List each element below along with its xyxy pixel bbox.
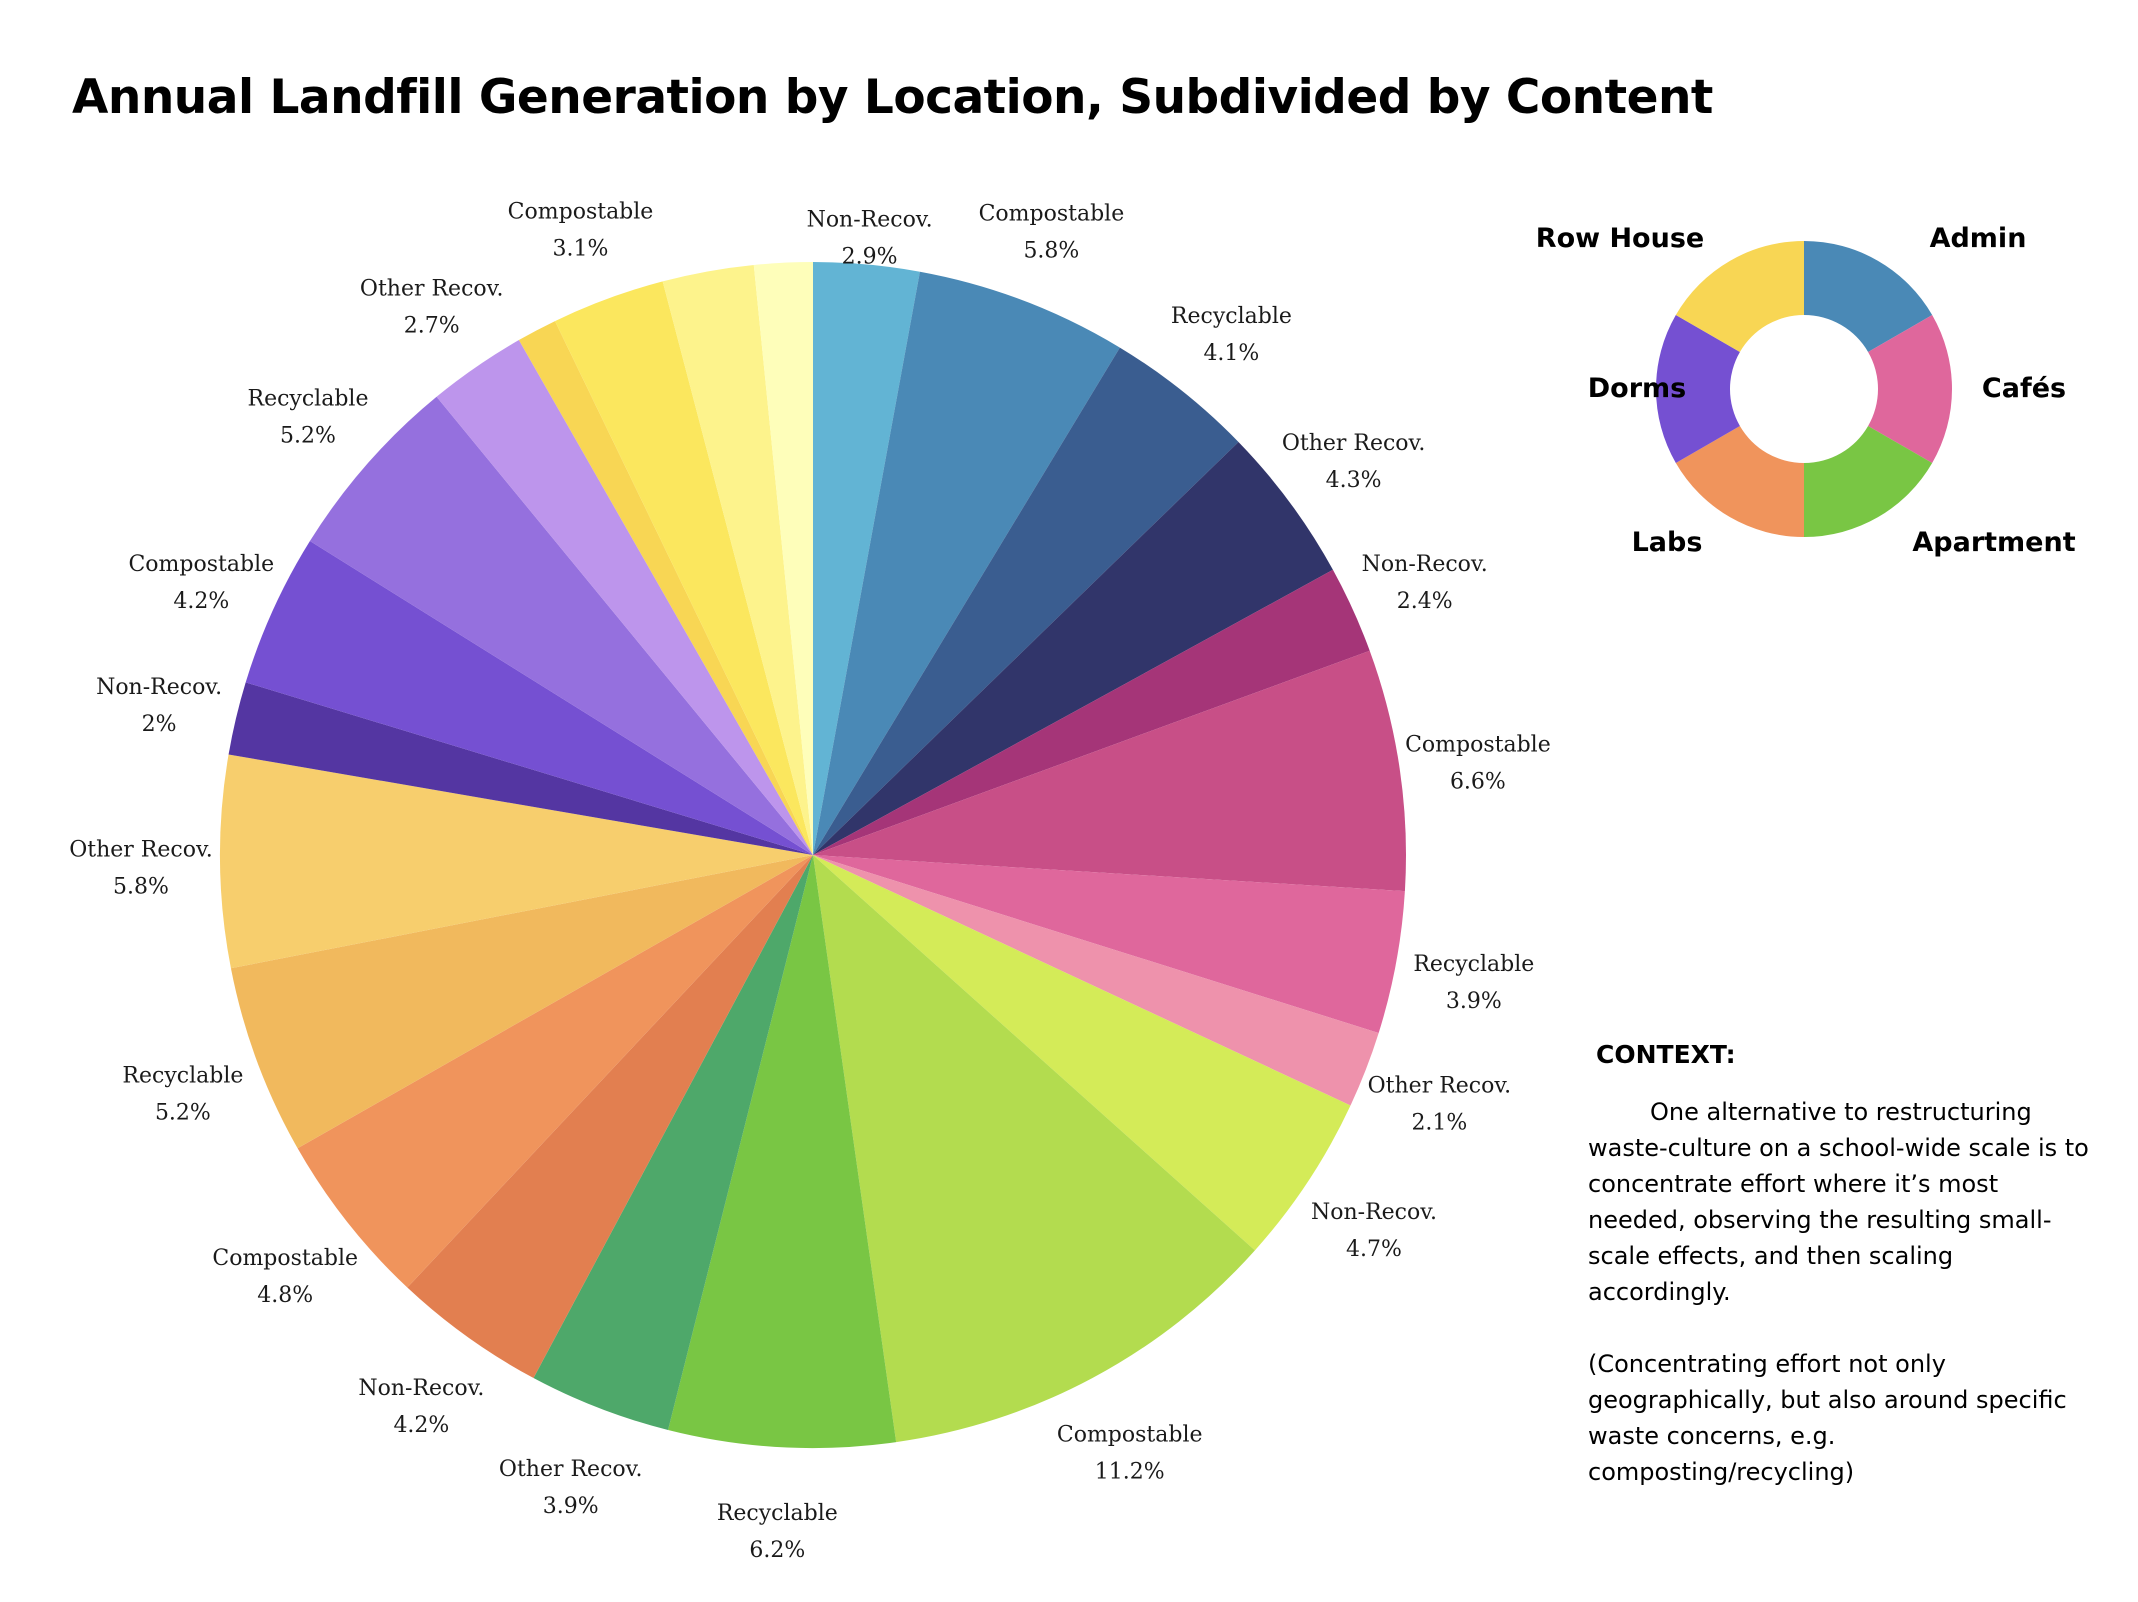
slice-percent-label: 4.3%: [1326, 468, 1382, 493]
slice-percent-label: 4.1%: [1203, 341, 1259, 366]
pie-slice: [309, 396, 813, 855]
pie-slices: [219, 262, 1407, 1448]
slice-category-label: Recyclable: [248, 387, 369, 412]
slice-category-label: Compostable: [1057, 1423, 1203, 1448]
slice-category-label: Other Recov.: [499, 1457, 643, 1482]
pie-slice: [813, 855, 1255, 1443]
slice-percent-label: 4.8%: [257, 1283, 313, 1308]
slice-category-label: Compostable: [979, 202, 1125, 227]
slice-percent-label: 3.9%: [1446, 989, 1502, 1014]
context-paragraph-1: One alternative to restructuring waste-c…: [1588, 1098, 2089, 1306]
pie-slice: [813, 855, 1379, 1106]
slice-percent-label: 2%: [142, 712, 177, 737]
slice-category-label: Non-Recov.: [96, 675, 222, 700]
slice-percent-label: 3.1%: [553, 237, 609, 262]
pie-slice: [407, 855, 813, 1379]
legend-swatch: [1675, 241, 1804, 352]
slice-category-label: Compostable: [508, 200, 654, 225]
legend-label: Cafés: [1982, 373, 2066, 404]
pie-slice: [245, 541, 813, 855]
pie-slice: [228, 682, 813, 855]
pie-slice: [813, 650, 1407, 892]
slice-percent-label: 4.2%: [393, 1413, 449, 1438]
slice-percent-label: 4.2%: [173, 589, 229, 614]
context-paragraph-2: (Concentrating effort not only geographi…: [1588, 1350, 2067, 1486]
pie-slice: [813, 855, 1351, 1251]
slice-category-label: Non-Recov.: [1362, 552, 1488, 577]
pie-slice: [813, 262, 920, 855]
pie-slice: [813, 855, 1405, 1033]
slice-percent-label: 2.4%: [1397, 589, 1453, 614]
legend-swatch: [1868, 315, 1952, 463]
legend-swatch: [1675, 426, 1804, 537]
legend-label: Dorms: [1588, 373, 1686, 404]
slice-percent-label: 3.9%: [543, 1494, 599, 1519]
slice-category-label: Non-Recov.: [358, 1376, 484, 1401]
slice-percent-label: 4.7%: [1346, 1237, 1402, 1262]
slice-category-label: Compostable: [212, 1246, 358, 1271]
slice-category-label: Recyclable: [1171, 304, 1292, 329]
pie-slice: [813, 347, 1239, 855]
pie-slice: [518, 321, 813, 855]
slice-category-label: Other Recov.: [360, 277, 504, 302]
context-heading: CONTEXT:: [1596, 1040, 1736, 1069]
slice-percent-label: 11.2%: [1095, 1460, 1165, 1485]
pie-slice: [436, 340, 813, 855]
pie-slice: [533, 855, 813, 1431]
slice-percent-label: 5.8%: [1023, 239, 1079, 264]
pie-slice: [813, 569, 1370, 855]
slice-category-label: Recyclable: [122, 1064, 243, 1089]
context-body: One alternative to restructuring waste-c…: [1588, 1094, 2098, 1526]
slice-percent-label: 5.2%: [155, 1101, 211, 1126]
slice-percent-label: 2.9%: [842, 245, 898, 270]
slice-category-label: Compostable: [1405, 733, 1551, 758]
chart-title: Annual Landfill Generation by Location, …: [72, 70, 1713, 125]
legend-swatch: [1656, 315, 1740, 463]
legend-swatch: [1804, 426, 1933, 537]
slice-percent-label: 6.2%: [749, 1538, 805, 1563]
legend-swatch: [1804, 241, 1933, 352]
legend-label: Apartment: [1912, 527, 2075, 558]
slice-percent-label: 2.7%: [404, 314, 460, 339]
slice-category-label: Compostable: [128, 552, 274, 577]
slice-percent-label: 2.1%: [1411, 1110, 1467, 1135]
slice-category-label: Recyclable: [717, 1501, 838, 1526]
pie-slice: [753, 262, 813, 855]
slice-percent-label: 5.2%: [280, 424, 336, 449]
pie-slice: [230, 855, 814, 1149]
legend-label: Labs: [1632, 527, 1703, 558]
slice-category-label: Other Recov.: [1282, 431, 1426, 456]
pie-labels: Non-Recov. 2.9% Compostable 5.8% Recyclable 4…: [69, 200, 1551, 1564]
pie-slice: [813, 271, 1120, 856]
slice-category-label: Non-Recov.: [1311, 1200, 1437, 1225]
slice-category-label: Other Recov.: [69, 837, 213, 862]
legend-donut: Admin Cafés Apartment Labs Dorms Row House: [1536, 223, 2076, 558]
legend-label: Admin: [1930, 223, 2027, 254]
slice-percent-label: 5.8%: [113, 874, 169, 899]
pie-slice: [297, 855, 814, 1288]
pie-slice: [219, 754, 814, 969]
slice-category-label: Other Recov.: [1368, 1073, 1512, 1098]
slice-category-label: Non-Recov.: [807, 208, 933, 233]
legend-label: Row House: [1536, 223, 1704, 254]
pie-slice: [662, 264, 813, 856]
slice-category-label: Recyclable: [1413, 952, 1534, 977]
pie-slice: [554, 281, 813, 855]
slice-percent-label: 6.6%: [1450, 770, 1506, 795]
pie-slice: [813, 441, 1333, 855]
pie-slice: [668, 855, 897, 1448]
